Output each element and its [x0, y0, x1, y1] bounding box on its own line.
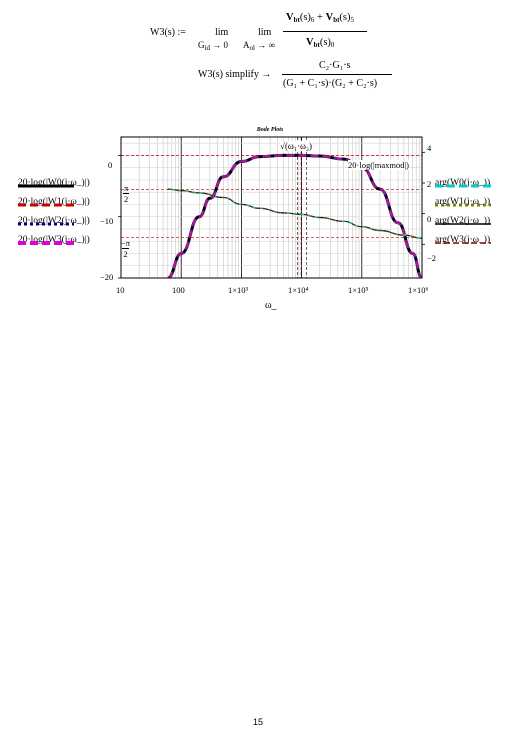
formula-w3-simplify: W3(s) simplify → C₂·G₁·s (G₁ + C₁·s)·(G₂… [0, 60, 517, 100]
formula-w3-definition: W3(s) := lim Gid → 0 lim Aol → ∞ Vbt(s)6… [0, 0, 517, 60]
formula1-denominator: Vbt(s)0 [306, 37, 335, 49]
page-number: 15 [253, 717, 264, 727]
y-left-tick-minus10: −10 [100, 216, 114, 226]
y-left-tick-minus20: −20 [100, 272, 114, 282]
plot-grid [120, 137, 422, 279]
left-legend: 20·log(|W0(j·ω_)|) 20·log(|W1(j·ω_)|) 20… [18, 172, 108, 248]
maxmod-marker-label: 20·log(|maxmod|) [348, 160, 410, 170]
legend-swatch-solid [18, 184, 74, 188]
limit-operator-1: lim [215, 27, 229, 38]
x-axis-label: ω_ [265, 300, 277, 311]
limit-2-subscript: Aol → ∞ [243, 40, 275, 52]
legend-swatch-red-dashed [18, 203, 74, 207]
formula2-numerator: C₂·G₁·s [319, 60, 351, 71]
legend-right-w3: arg(W3(j·ω_)) [435, 235, 491, 245]
x-tick-100: 100 [172, 285, 185, 295]
legend-right-w2: arg(W2(j·ω_)) [435, 216, 491, 226]
limit-1-subscript: Gid → 0 [198, 40, 228, 52]
y-right-tick-4: 4 [427, 143, 432, 153]
sqrt-marker-label: √(ω₁·ω₂) [280, 141, 313, 151]
legend-swatch-olive-dotted [435, 203, 491, 207]
legend-swatch-magenta-dashed [18, 241, 74, 245]
y-right-tick-0: 0 [427, 214, 432, 224]
x-tick-1e6: 1×10⁶ [408, 285, 429, 295]
x-tick-1e5: 1×10⁵ [348, 285, 369, 295]
plot-frame [120, 136, 423, 279]
axis-ticks [118, 151, 425, 279]
formula1-numerator: Vbt(s)6 + Vbt(s)5 [286, 12, 355, 24]
legend-left-w3: 20·log(|W3(j·ω_)|) [18, 235, 90, 245]
phase-w3-curve [167, 188, 422, 239]
legend-left-w1: 20·log(|W1(j·ω_)|) [18, 197, 90, 207]
legend-right-w1: arg(W1(j·ω_)) [435, 197, 491, 207]
y-right-tick-minus2: −2 [427, 253, 437, 263]
limit-operator-2: lim [258, 27, 272, 38]
legend-left-w0: 20·log(|W0(j·ω_)|) [18, 178, 90, 188]
y-left-minus-pi-half: −π 2 [121, 238, 131, 259]
legend-swatch-black-solid [435, 223, 491, 225]
legend-left-w2: 20·log(|W2(j·ω_)|) [18, 216, 90, 226]
y-left-pi-half: π 2 [123, 183, 130, 204]
legend-swatch-maroon-dashed [435, 242, 491, 244]
right-legend: arg(W0(j·ω_)) arg(W1(j·ω_)) arg(W2(j·ω_)… [435, 172, 515, 248]
formula2-lhs: W3(s) simplify → [198, 69, 272, 80]
formula1-fraction-bar [283, 31, 367, 32]
x-tick-1e4: 1×10⁴ [288, 285, 309, 295]
plot-curves [167, 153, 422, 278]
y-right-tick-2: 2 [427, 179, 432, 189]
chart-title: Bode Plots [256, 127, 284, 133]
formula1-lhs: W3(s) := [150, 27, 186, 38]
y-left-tick-0: 0 [108, 160, 113, 170]
legend-swatch-cyan-dashed [435, 184, 491, 188]
legend-right-w0: arg(W0(j·ω_)) [435, 178, 491, 188]
legend-swatch-navy-dotted [18, 222, 74, 226]
magnitude-w3-curve [167, 154, 422, 278]
x-tick-10: 10 [116, 285, 125, 295]
x-tick-1e3: 1×10³ [228, 285, 249, 295]
formula2-denominator: (G₁ + C₁·s)·(G₂ + C₂·s) [283, 78, 378, 89]
phase-w1-curve [167, 188, 422, 239]
formula2-fraction-bar [282, 74, 392, 75]
